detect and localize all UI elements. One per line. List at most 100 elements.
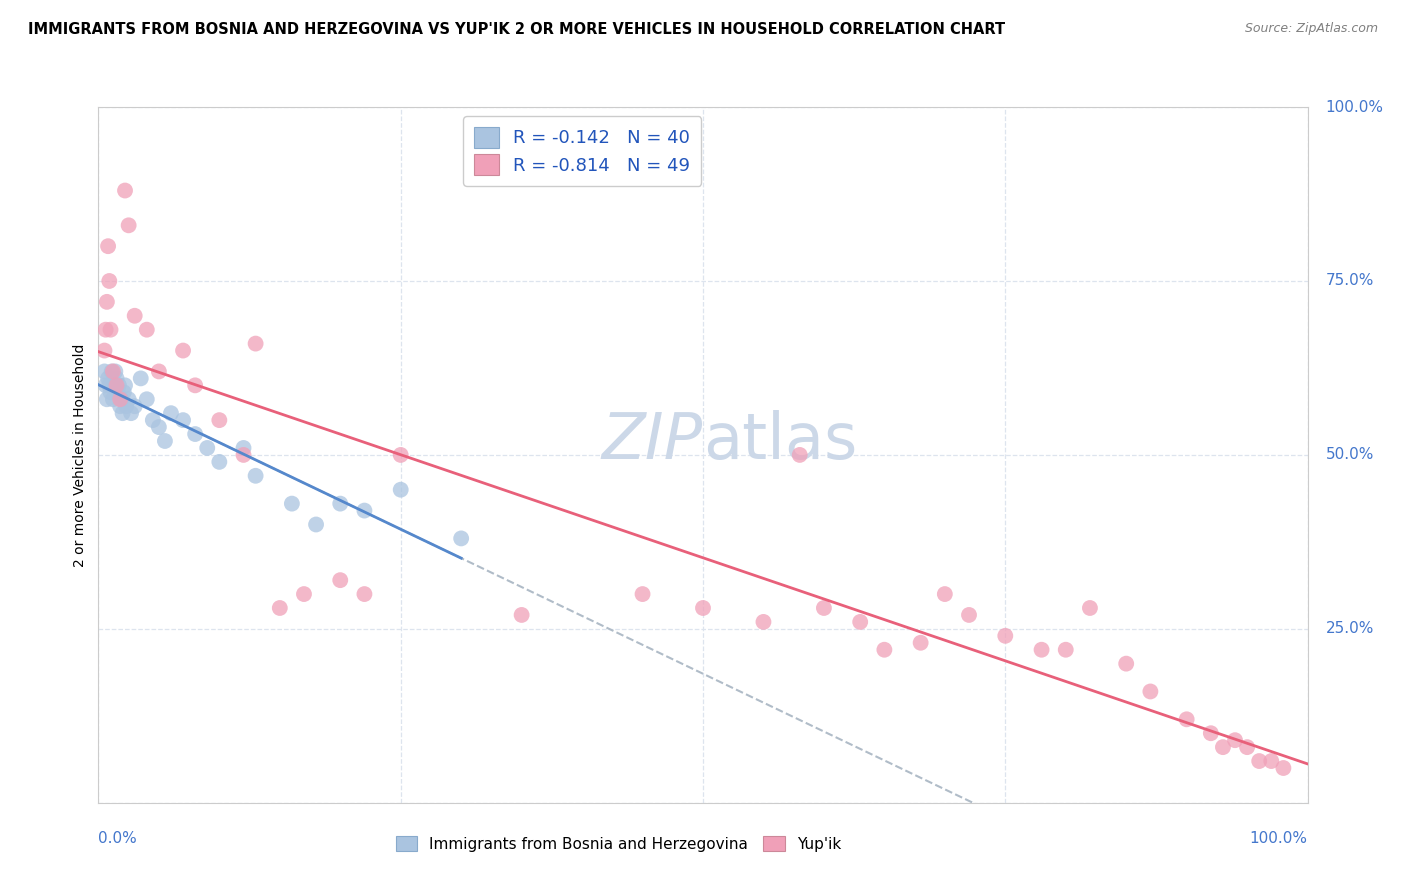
Point <box>100 323 122 337</box>
Point <box>103 378 125 392</box>
Point <box>108 378 131 392</box>
Point <box>94 323 117 337</box>
Point <box>148 420 170 434</box>
Point <box>100 385 122 400</box>
Point <box>108 399 131 413</box>
Text: 100.0%: 100.0% <box>1250 830 1308 846</box>
Point <box>353 503 375 517</box>
Point <box>910 636 932 650</box>
Text: 25.0%: 25.0% <box>1326 622 1374 636</box>
Point <box>108 392 131 407</box>
Point <box>172 343 194 358</box>
Point <box>115 399 138 413</box>
Text: 50.0%: 50.0% <box>1326 448 1374 462</box>
Point <box>849 615 872 629</box>
Point <box>101 364 124 378</box>
Point <box>98 274 121 288</box>
Point <box>100 364 122 378</box>
Point <box>957 607 980 622</box>
Point <box>1260 754 1282 768</box>
Text: IMMIGRANTS FROM BOSNIA AND HERZEGOVINA VS YUP'IK 2 OR MORE VEHICLES IN HOUSEHOLD: IMMIGRANTS FROM BOSNIA AND HERZEGOVINA V… <box>28 22 1005 37</box>
Point <box>1175 712 1198 726</box>
Point <box>111 406 134 420</box>
Point <box>789 448 811 462</box>
Point <box>1139 684 1161 698</box>
Point <box>124 309 146 323</box>
Text: 100.0%: 100.0% <box>1326 100 1384 114</box>
Point <box>329 573 352 587</box>
Text: 75.0%: 75.0% <box>1326 274 1374 288</box>
Point <box>118 219 141 233</box>
Point <box>1272 761 1295 775</box>
Point <box>124 399 146 413</box>
Point <box>1249 754 1271 768</box>
Point <box>104 364 127 378</box>
Point <box>160 406 183 420</box>
Y-axis label: 2 or more Vehicles in Household: 2 or more Vehicles in Household <box>73 343 87 566</box>
Point <box>96 294 118 309</box>
Text: ZIP: ZIP <box>602 410 703 472</box>
Point <box>281 497 304 511</box>
Point <box>118 392 141 407</box>
Point <box>148 364 170 378</box>
Point <box>97 239 120 253</box>
Point <box>195 441 218 455</box>
Point <box>101 392 124 407</box>
Point <box>153 434 176 448</box>
Point <box>114 184 136 198</box>
Point <box>1115 657 1137 671</box>
Point <box>232 448 254 462</box>
Point <box>389 448 412 462</box>
Point <box>96 392 118 407</box>
Point <box>1078 601 1101 615</box>
Point <box>208 413 231 427</box>
Point <box>105 371 128 385</box>
Point <box>105 378 128 392</box>
Point <box>135 323 157 337</box>
Point <box>120 406 142 420</box>
Point <box>1212 740 1234 755</box>
Point <box>813 601 835 615</box>
Point <box>1236 740 1258 755</box>
Point <box>93 343 115 358</box>
Point <box>93 364 115 378</box>
Point <box>110 392 132 407</box>
Point <box>232 441 254 455</box>
Point <box>97 371 120 385</box>
Point <box>631 587 654 601</box>
Point <box>1054 642 1077 657</box>
Point <box>292 587 315 601</box>
Text: atlas: atlas <box>703 410 858 472</box>
Point <box>873 642 896 657</box>
Point <box>1223 733 1246 747</box>
Point <box>172 413 194 427</box>
Point <box>135 392 157 407</box>
Text: Source: ZipAtlas.com: Source: ZipAtlas.com <box>1244 22 1378 36</box>
Point <box>184 427 207 442</box>
Point <box>305 517 328 532</box>
Point <box>245 336 267 351</box>
Point <box>245 468 267 483</box>
Point <box>1199 726 1222 740</box>
Point <box>208 455 231 469</box>
Point <box>129 371 152 385</box>
Text: 0.0%: 0.0% <box>98 830 138 846</box>
Point <box>450 532 472 546</box>
Point <box>107 385 129 400</box>
Point <box>389 483 412 497</box>
Point <box>114 378 136 392</box>
Point <box>98 378 121 392</box>
Point <box>94 378 117 392</box>
Legend: Immigrants from Bosnia and Herzegovina, Yup'ik: Immigrants from Bosnia and Herzegovina, … <box>389 830 848 858</box>
Point <box>692 601 714 615</box>
Point <box>329 497 352 511</box>
Point <box>510 607 533 622</box>
Point <box>142 413 165 427</box>
Point <box>934 587 956 601</box>
Point <box>269 601 291 615</box>
Point <box>752 615 775 629</box>
Point <box>112 385 135 400</box>
Point <box>994 629 1017 643</box>
Point <box>1031 642 1053 657</box>
Point <box>184 378 207 392</box>
